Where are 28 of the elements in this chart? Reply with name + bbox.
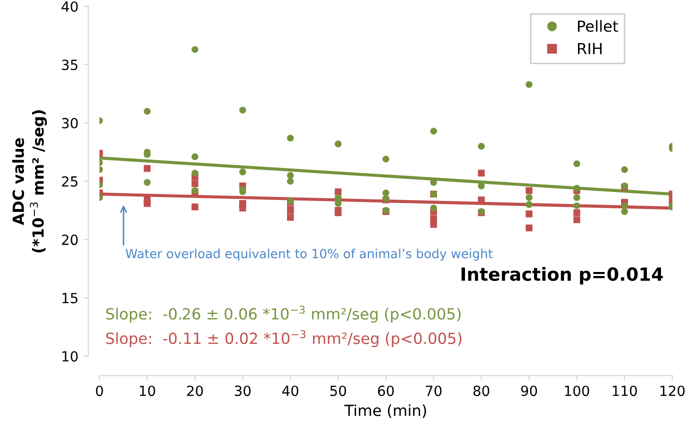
y-tick-label: 40 — [62, 1, 78, 12]
legend-label: Pellet — [578, 20, 618, 32]
x-tick-label: 90 — [521, 386, 537, 396]
annotation: Slope: -0.26 ± 0.06 *10$^{−3}$ mm²/seg (p<0.005) — [106, 306, 461, 323]
y-tick-label: 10 — [62, 351, 78, 362]
x-axis-title: Time (min) — [344, 404, 426, 418]
x-tick-label: 10 — [140, 386, 156, 396]
legend-label: RIH — [578, 43, 602, 54]
x-tick-label: 70 — [426, 386, 442, 396]
y-tick-label: 15 — [62, 293, 78, 304]
x-tick-label: 60 — [378, 386, 394, 396]
x-tick-label: 80 — [473, 386, 490, 396]
x-tick-label: 0 — [96, 386, 103, 396]
x-tick-label: 100 — [565, 386, 590, 396]
x-tick-label: 40 — [282, 386, 298, 396]
annotation: Interaction p=0.014 — [462, 266, 663, 284]
annotation: Water overload equivalent to 10% of animal’s body weight — [126, 248, 493, 261]
x-tick-label: 50 — [330, 386, 346, 396]
y-tick-label: 25 — [62, 176, 78, 187]
x-tick-label: 110 — [612, 386, 637, 396]
x-tick-label: 120 — [660, 386, 685, 396]
x-tick-label: 30 — [234, 386, 251, 396]
y-axis-title: ADC value (*10$^{−3}$ mm² /seg) — [12, 110, 47, 252]
x-tick-label: 20 — [187, 386, 203, 396]
y-tick-label: 30 — [62, 118, 78, 128]
y-tick-label: 20 — [62, 234, 78, 246]
y-tick-label: 35 — [62, 60, 78, 70]
annotation: Slope: -0.11 ± 0.02 *10$^{−3}$ mm²/seg (p<0.005) — [106, 330, 462, 348]
